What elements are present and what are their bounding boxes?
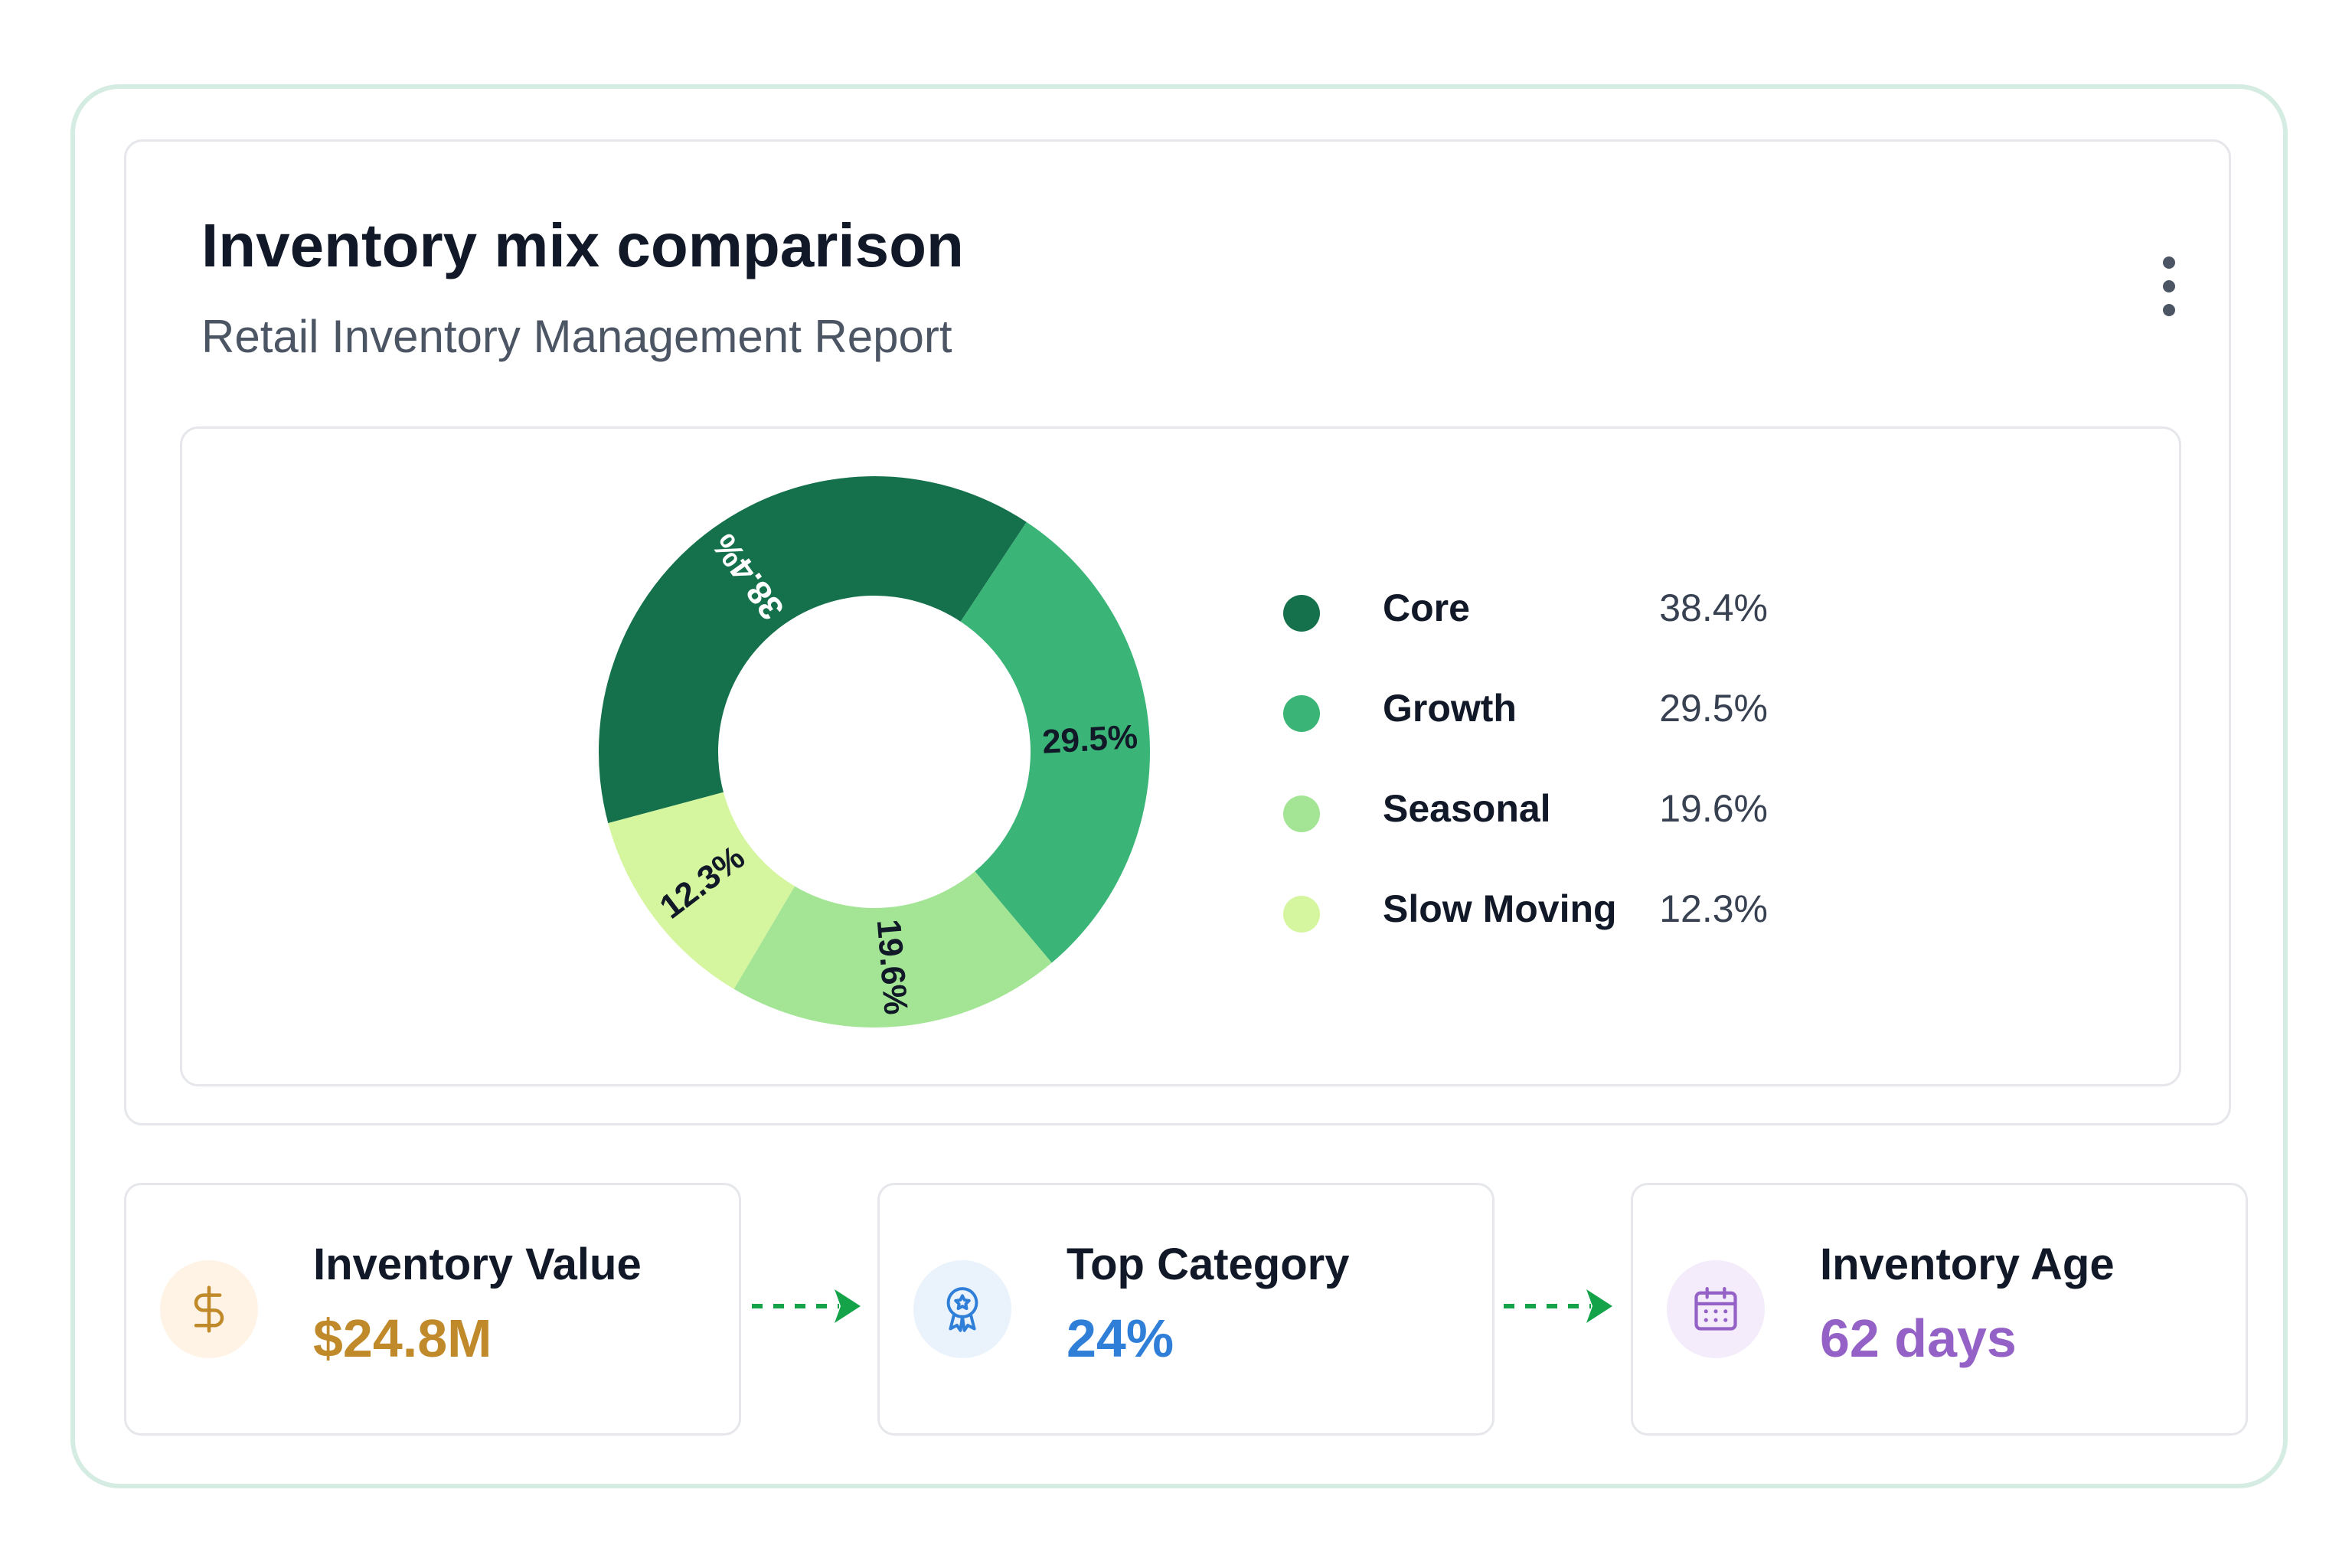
donut-chart: 38.4%29.5%19.6%12.3%	[599, 476, 1150, 1027]
calendar-icon	[1694, 1286, 1737, 1331]
legend-label: Slow Moving	[1383, 887, 1617, 930]
kpi-card-top-category[interactable]: Top Category 24%	[877, 1183, 1494, 1436]
donut-slice-core[interactable]	[599, 476, 1027, 824]
legend-value: 19.6%	[1659, 787, 1768, 830]
kpi-value: 24%	[1067, 1308, 1174, 1368]
legend-swatch	[1283, 795, 1320, 832]
legend-swatch	[1283, 896, 1320, 933]
legend-value: 29.5%	[1659, 687, 1768, 730]
legend-item-slow-moving: Slow Moving 12.3%	[1283, 883, 1819, 983]
legend-item-seasonal: Seasonal 19.6%	[1283, 782, 1819, 883]
kpi-label: Top Category	[1067, 1240, 1350, 1289]
slice-label-seasonal: 19.6%	[870, 918, 915, 1016]
kebab-dot	[2163, 280, 2175, 292]
kpi-value: 62 days	[1820, 1308, 2017, 1368]
kpi-label: Inventory Age	[1820, 1240, 2115, 1289]
dollar-icon	[194, 1285, 224, 1333]
legend-value: 38.4%	[1659, 586, 1768, 629]
kebab-dot	[2163, 304, 2175, 316]
award-icon	[946, 1287, 978, 1332]
kpi-card-inventory-age[interactable]: Inventory Age 62 days	[1631, 1183, 2248, 1436]
legend-item-core: Core 38.4%	[1283, 582, 1819, 682]
card-subtitle: Retail Inventory Management Report	[201, 311, 952, 362]
donut-slice-growth[interactable]	[960, 521, 1150, 963]
legend-label: Seasonal	[1383, 787, 1551, 830]
kpi-value: $24.8M	[313, 1308, 492, 1368]
flow-arrow-icon	[752, 1289, 861, 1323]
kebab-dot	[2163, 256, 2175, 269]
chart-legend: Core 38.4% Growth 29.5% Seasonal 19.6% S…	[1283, 582, 1819, 983]
donut-slice-seasonal[interactable]	[733, 871, 1052, 1027]
chart-card: Inventory mix comparison Retail Inventor…	[124, 139, 2231, 1125]
card-title: Inventory mix comparison	[201, 211, 964, 279]
kpi-icon-badge	[1667, 1260, 1765, 1358]
legend-label: Growth	[1383, 687, 1517, 730]
legend-value: 12.3%	[1659, 887, 1768, 930]
legend-label: Core	[1383, 586, 1470, 629]
more-vertical-icon[interactable]	[2152, 252, 2186, 321]
kpi-icon-badge	[160, 1260, 258, 1358]
chart-panel: 38.4% 29.5% 19.6% 12.3% Core 38.4% Growth 2…	[180, 426, 2181, 1086]
legend-swatch	[1283, 595, 1320, 632]
kpi-icon-badge	[913, 1260, 1011, 1358]
donut-slice-slow-moving[interactable]	[608, 792, 795, 989]
kpi-card-inventory-value[interactable]: Inventory Value $24.8M	[124, 1183, 741, 1436]
flow-arrow-icon	[1504, 1289, 1612, 1323]
legend-swatch	[1283, 695, 1320, 732]
slice-label-growth: 29.5%	[1041, 718, 1138, 761]
kpi-label: Inventory Value	[313, 1240, 642, 1289]
legend-item-growth: Growth 29.5%	[1283, 682, 1819, 782]
